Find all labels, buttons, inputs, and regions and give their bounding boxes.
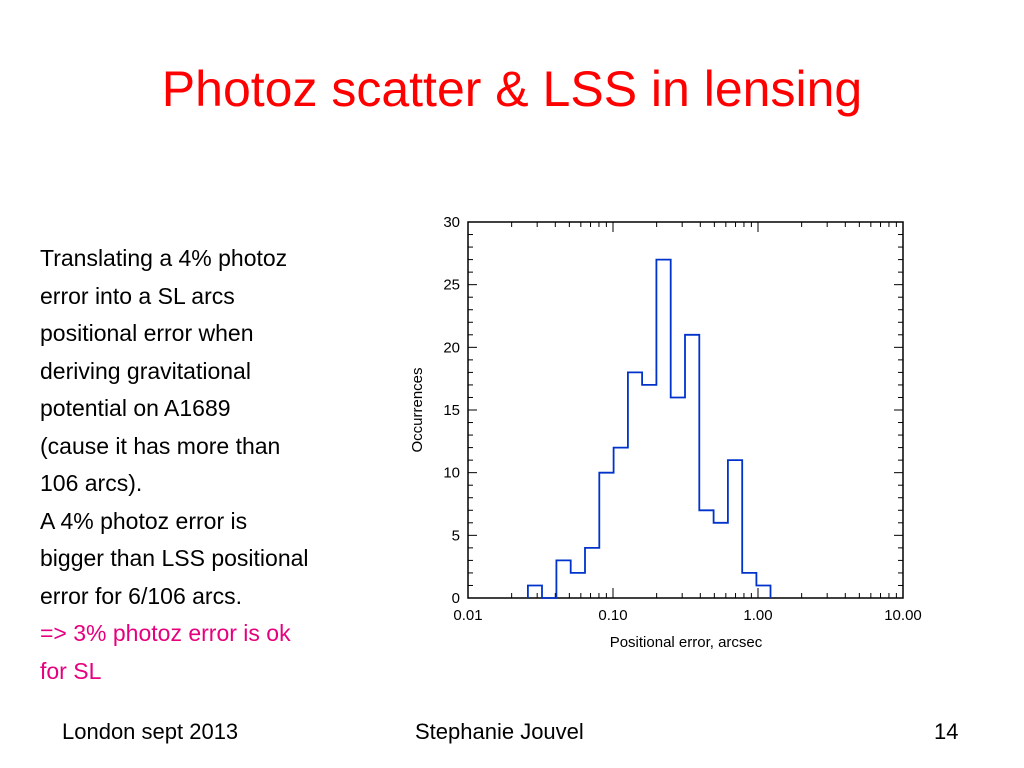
plot-frame xyxy=(467,221,904,599)
body-line: Translating a 4% photoz xyxy=(40,245,288,271)
y-tick-label: 15 xyxy=(443,402,460,419)
x-tick-label: 0.01 xyxy=(453,607,482,624)
x-tick-label: 1.00 xyxy=(743,607,772,624)
slide-title: Photoz scatter & LSS in lensing xyxy=(161,61,863,117)
x-tick-label: 10.00 xyxy=(884,607,922,624)
y-tick-label: 10 xyxy=(443,465,460,482)
histogram-series xyxy=(527,258,772,599)
body-line: bigger than LSS positional xyxy=(40,545,309,571)
body-line: (cause it has more than xyxy=(40,432,281,459)
highlight-line: for SL xyxy=(40,657,102,684)
y-tick-label: 25 xyxy=(443,277,460,294)
body-line: error into a SL arcs xyxy=(40,282,235,309)
x-tick-labels: 0.01 0.10 1.00 10.00 xyxy=(453,607,921,624)
y-tick-labels: 0 5 10 15 20 25 30 xyxy=(443,214,460,607)
body-line: positional error when xyxy=(40,320,254,346)
body-line: error for 6/106 arcs. xyxy=(40,582,242,609)
y-tick-label: 30 xyxy=(443,214,460,231)
body-line: A 4% photoz error is xyxy=(40,507,248,534)
y-tick-label: 0 xyxy=(452,590,460,607)
y-axis-label: Occurrences xyxy=(409,367,426,452)
axis-ticks xyxy=(467,221,904,599)
footer-author: Stephanie Jouvel xyxy=(415,719,584,744)
x-axis-label: Positional error, arcsec xyxy=(610,634,763,651)
y-tick-label: 5 xyxy=(452,527,460,544)
body-line: 106 arcs). xyxy=(40,470,143,496)
y-tick-label: 20 xyxy=(443,339,460,356)
highlight-line: => 3% photoz error is ok xyxy=(40,620,291,646)
slide-number: 14 xyxy=(934,719,959,744)
x-tick-label: 0.10 xyxy=(598,607,627,624)
footer-venue: London sept 2013 xyxy=(62,719,239,744)
body-text: Translating a 4% photoz error into a SL … xyxy=(40,240,380,690)
histogram-chart: 0 5 10 15 20 25 30 0.01 0.10 1.00 10.00 … xyxy=(409,214,922,651)
body-line: potential on A1689 xyxy=(40,395,231,421)
body-line: deriving gravitational xyxy=(40,357,251,384)
